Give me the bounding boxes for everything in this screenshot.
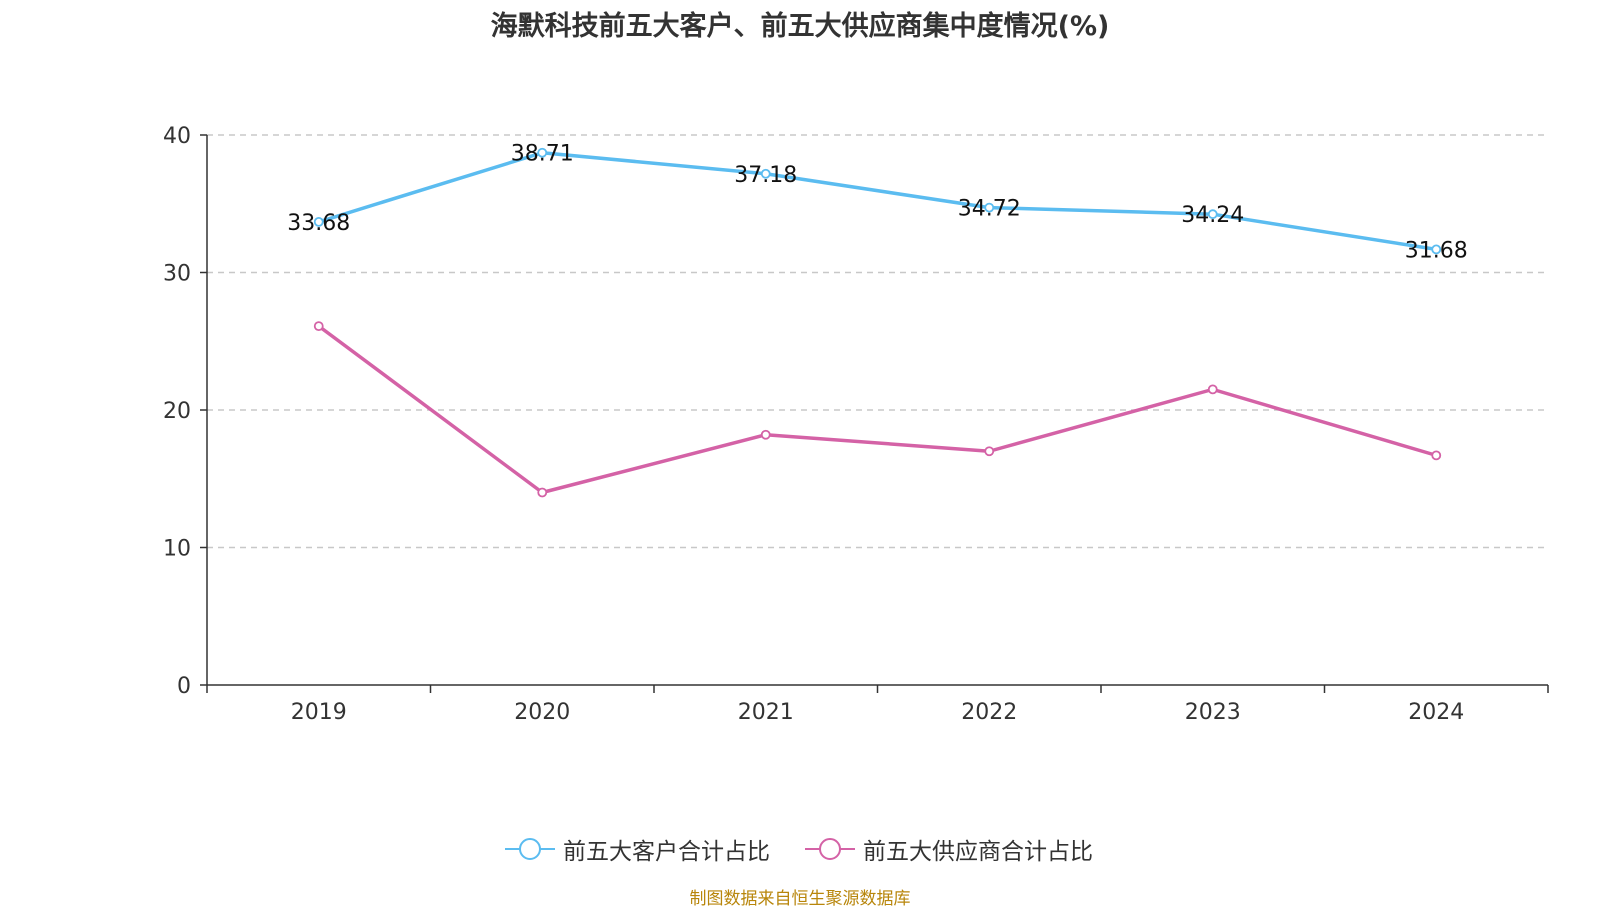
data-labels: 33.68 38.71 37.18 34.72 34.24 31.68 [287, 142, 1467, 264]
data-point[interactable] [313, 321, 324, 332]
data-point[interactable] [1431, 244, 1442, 255]
y-tick-label: 10 [163, 537, 191, 562]
data-point[interactable] [984, 446, 995, 457]
axes: 0 10 20 30 40 2019 2020 2021 2022 2023 2024 [163, 124, 1549, 725]
x-tick-label: 2022 [961, 700, 1017, 725]
data-point[interactable] [1431, 450, 1442, 461]
y-tick-label: 0 [177, 674, 191, 699]
series-line-1 [317, 324, 1437, 495]
chart-title: 海默科技前五大客户、前五大供应商集中度情况(%) [490, 11, 1110, 42]
y-tick-label: 30 [163, 262, 191, 287]
data-point[interactable] [760, 429, 771, 440]
x-tick-label: 2023 [1185, 700, 1241, 725]
legend-label-suppliers: 前五大供应商合计占比 [863, 839, 1093, 865]
x-tick-label: 2024 [1408, 700, 1464, 725]
data-label: 31.68 [1405, 238, 1468, 263]
legend-item-suppliers[interactable]: 前五大供应商合计占比 [805, 833, 1093, 865]
data-label: 33.68 [287, 211, 350, 236]
data-point[interactable] [313, 216, 324, 227]
data-point[interactable] [760, 168, 771, 179]
data-point[interactable] [1207, 384, 1218, 395]
series-line-0 [318, 150, 1437, 252]
legend-marker-icon [805, 838, 855, 860]
data-point[interactable] [537, 147, 548, 158]
data-label: 34.24 [1181, 203, 1244, 228]
data-label: 34.72 [958, 197, 1021, 222]
series-points [313, 147, 1442, 498]
legend-label-customers: 前五大客户合计占比 [563, 839, 770, 865]
grid-lines [207, 134, 1548, 549]
legend-item-customers[interactable]: 前五大客户合计占比 [505, 833, 770, 865]
data-point[interactable] [537, 487, 548, 498]
data-point[interactable] [984, 202, 995, 213]
x-tick-label: 2019 [291, 700, 347, 725]
y-tick-label: 20 [163, 399, 191, 424]
legend-marker-icon [505, 838, 555, 860]
x-tick-label: 2021 [738, 700, 794, 725]
series-lines [317, 150, 1437, 495]
y-tick-label: 40 [163, 124, 191, 149]
data-source-note: 制图数据来自恒生聚源数据库 [689, 889, 911, 909]
data-point[interactable] [1207, 209, 1218, 220]
data-label: 37.18 [734, 163, 797, 188]
x-tick-label: 2020 [514, 700, 570, 725]
data-label: 38.71 [511, 142, 574, 167]
